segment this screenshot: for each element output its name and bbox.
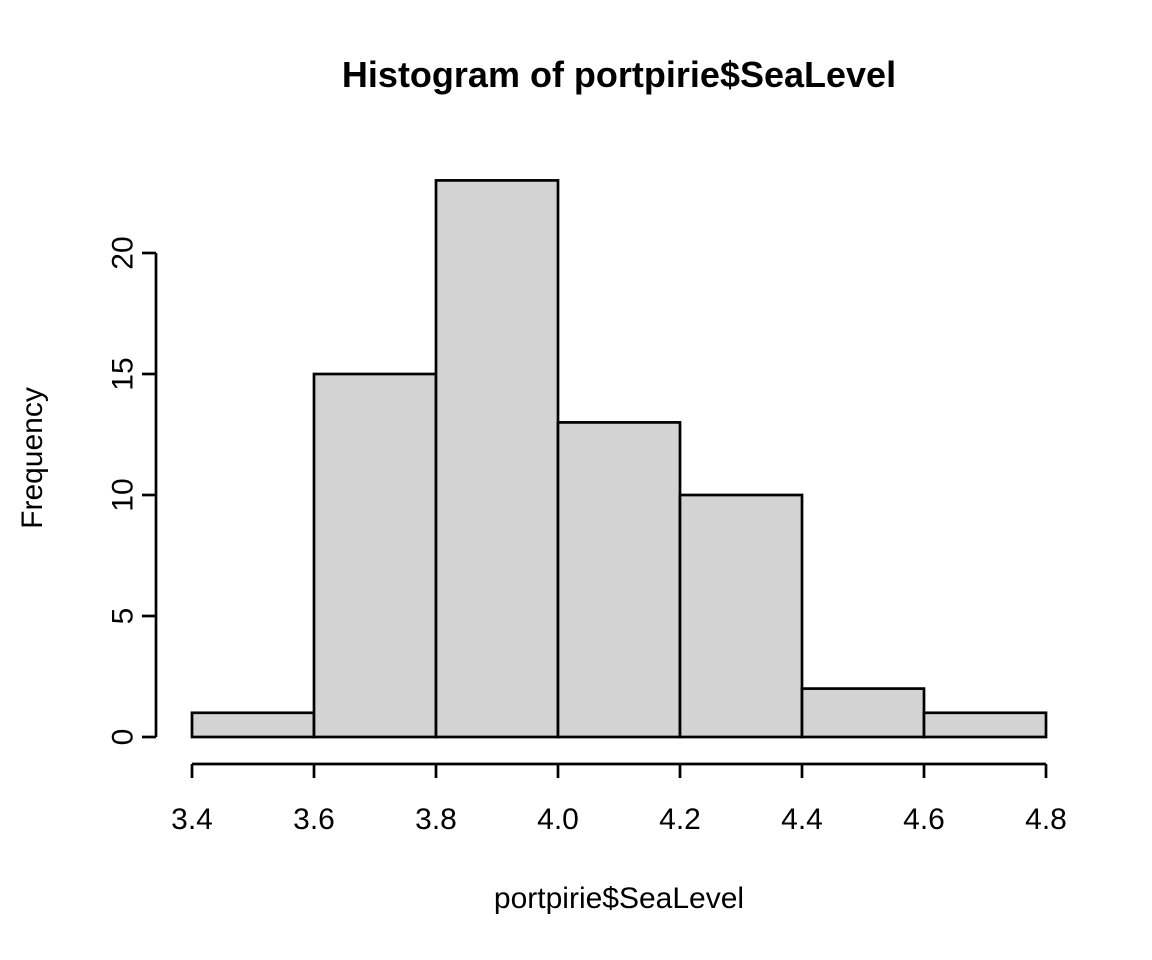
x-axis-tick-label: 4.0 [537,803,579,836]
x-axis-tick-label: 3.4 [171,803,213,836]
y-axis-tick-label: 15 [107,357,140,390]
x-axis-tick-label: 3.8 [415,803,457,836]
y-axis-tick-label: 0 [107,729,140,746]
x-axis-tick-label: 4.2 [659,803,701,836]
x-axis-tick-label: 4.8 [1025,803,1067,836]
histogram-bar [434,179,560,739]
chart-title: Histogram of portpirie$SeaLevel [341,54,897,95]
histogram-bar [922,711,1048,739]
histogram-bar [678,493,804,739]
x-axis-label: portpirie$SeaLevel [493,882,745,915]
histogram-bar [800,687,926,739]
y-axis-tick-label: 20 [107,236,140,269]
x-axis-tick-label: 4.6 [903,803,945,836]
y-axis-tick-label: 5 [107,608,140,625]
y-axis-label: Frequency [16,387,49,529]
x-axis-tick-label: 3.6 [293,803,335,836]
y-axis-tick-label: 10 [107,478,140,511]
histogram-bar [312,372,438,739]
histogram-bar [190,711,316,739]
x-axis-tick-label: 4.4 [781,803,823,836]
histogram-bar [556,421,682,739]
